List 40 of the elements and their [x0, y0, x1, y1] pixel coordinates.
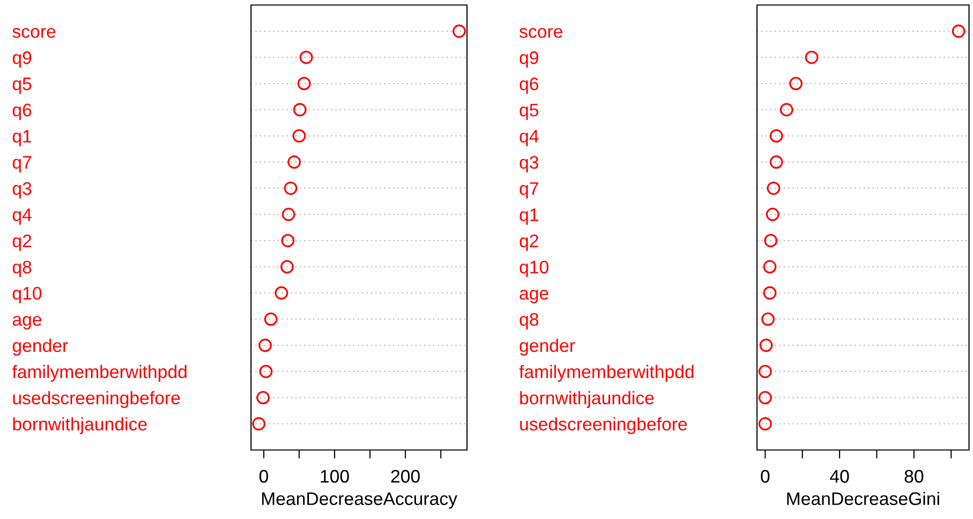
- y-tick-label: q10: [520, 260, 548, 278]
- y-tick-label: usedscreeningbefore: [520, 417, 687, 434]
- y-tick-label: q5: [12, 78, 32, 94]
- y-tick-label: usedscreeningbefore: [13, 391, 180, 408]
- x-tick-label: 80: [904, 470, 924, 483]
- y-tick-label: score: [12, 28, 56, 38]
- y-tick-label: q3: [12, 182, 32, 199]
- x-axis-title: MeanDecreaseGini: [787, 492, 940, 506]
- y-tick-label: q4: [520, 130, 539, 146]
- y-tick-label: q9: [520, 51, 538, 68]
- y-tick-label: age: [12, 316, 42, 330]
- y-tick-label: bornwithjaundice: [13, 417, 147, 434]
- y-tick-label: q7: [520, 182, 538, 199]
- y-tick-label: q6: [520, 77, 538, 94]
- y-tick-label: gender: [12, 338, 68, 356]
- x-tick-label: 40: [830, 470, 849, 483]
- x-tick-label: 100: [320, 470, 349, 483]
- y-tick-label: q6: [12, 104, 32, 120]
- y-tick-label: q8: [12, 260, 32, 278]
- x-tick-label: 0: [259, 470, 268, 483]
- y-tick-label: q1: [520, 208, 538, 225]
- x-axis-title: MeanDecreaseAccuracy: [262, 492, 458, 509]
- x-tick-label: 200: [391, 470, 420, 483]
- y-tick-label: q8: [520, 313, 538, 330]
- y-tick-label: q5: [520, 104, 538, 120]
- y-tick-label: score: [520, 28, 562, 38]
- y-tick-label: q2: [520, 234, 538, 251]
- y-tick-label: q3: [520, 156, 538, 172]
- y-tick-label: q10: [12, 286, 42, 304]
- x-tick-label: 0: [760, 470, 770, 483]
- y-tick-label: q2: [12, 234, 32, 251]
- y-tick-label: gender: [520, 338, 575, 356]
- y-tick-label: age: [520, 290, 548, 304]
- y-tick-label: bornwithjaundice: [520, 391, 654, 408]
- y-tick-label: familymemberwithpdd: [12, 364, 186, 382]
- y-tick-label: q4: [12, 208, 32, 225]
- y-tick-label: q7: [12, 156, 32, 172]
- y-tick-label: q9: [12, 51, 32, 68]
- y-tick-label: q1: [12, 130, 32, 146]
- y-tick-label: familymemberwithpdd: [519, 364, 694, 382]
